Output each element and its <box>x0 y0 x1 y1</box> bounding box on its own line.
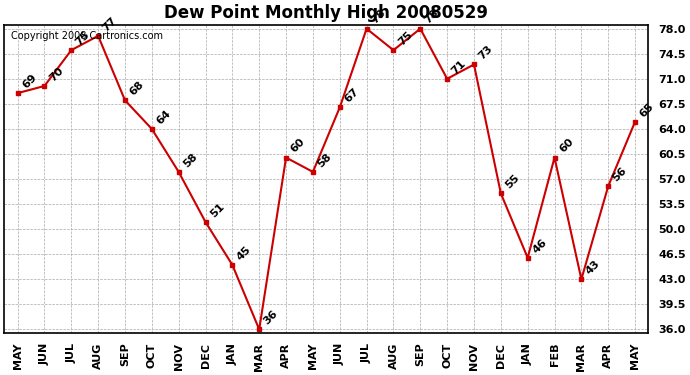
Text: 68: 68 <box>128 80 146 98</box>
Text: 70: 70 <box>47 65 65 83</box>
Text: 51: 51 <box>208 201 226 219</box>
Text: 78: 78 <box>369 8 387 26</box>
Text: 78: 78 <box>423 8 441 26</box>
Text: 65: 65 <box>638 101 656 119</box>
Text: 75: 75 <box>74 30 92 47</box>
Text: 71: 71 <box>450 58 468 76</box>
Text: 60: 60 <box>558 137 575 155</box>
Text: 73: 73 <box>477 44 495 62</box>
Text: 60: 60 <box>289 137 307 155</box>
Text: 55: 55 <box>504 173 522 190</box>
Text: 77: 77 <box>101 15 119 33</box>
Title: Dew Point Monthly High 20080529: Dew Point Monthly High 20080529 <box>164 4 489 22</box>
Text: 58: 58 <box>181 151 199 169</box>
Text: 56: 56 <box>611 165 629 183</box>
Text: 69: 69 <box>21 72 39 90</box>
Text: Copyright 2008 Cartronics.com: Copyright 2008 Cartronics.com <box>10 31 163 41</box>
Text: 45: 45 <box>235 244 253 262</box>
Text: 36: 36 <box>262 309 280 327</box>
Text: 43: 43 <box>584 258 602 276</box>
Text: 58: 58 <box>316 151 334 169</box>
Text: 64: 64 <box>155 108 172 126</box>
Text: 46: 46 <box>531 237 549 255</box>
Text: 75: 75 <box>396 30 414 47</box>
Text: 67: 67 <box>342 87 361 105</box>
